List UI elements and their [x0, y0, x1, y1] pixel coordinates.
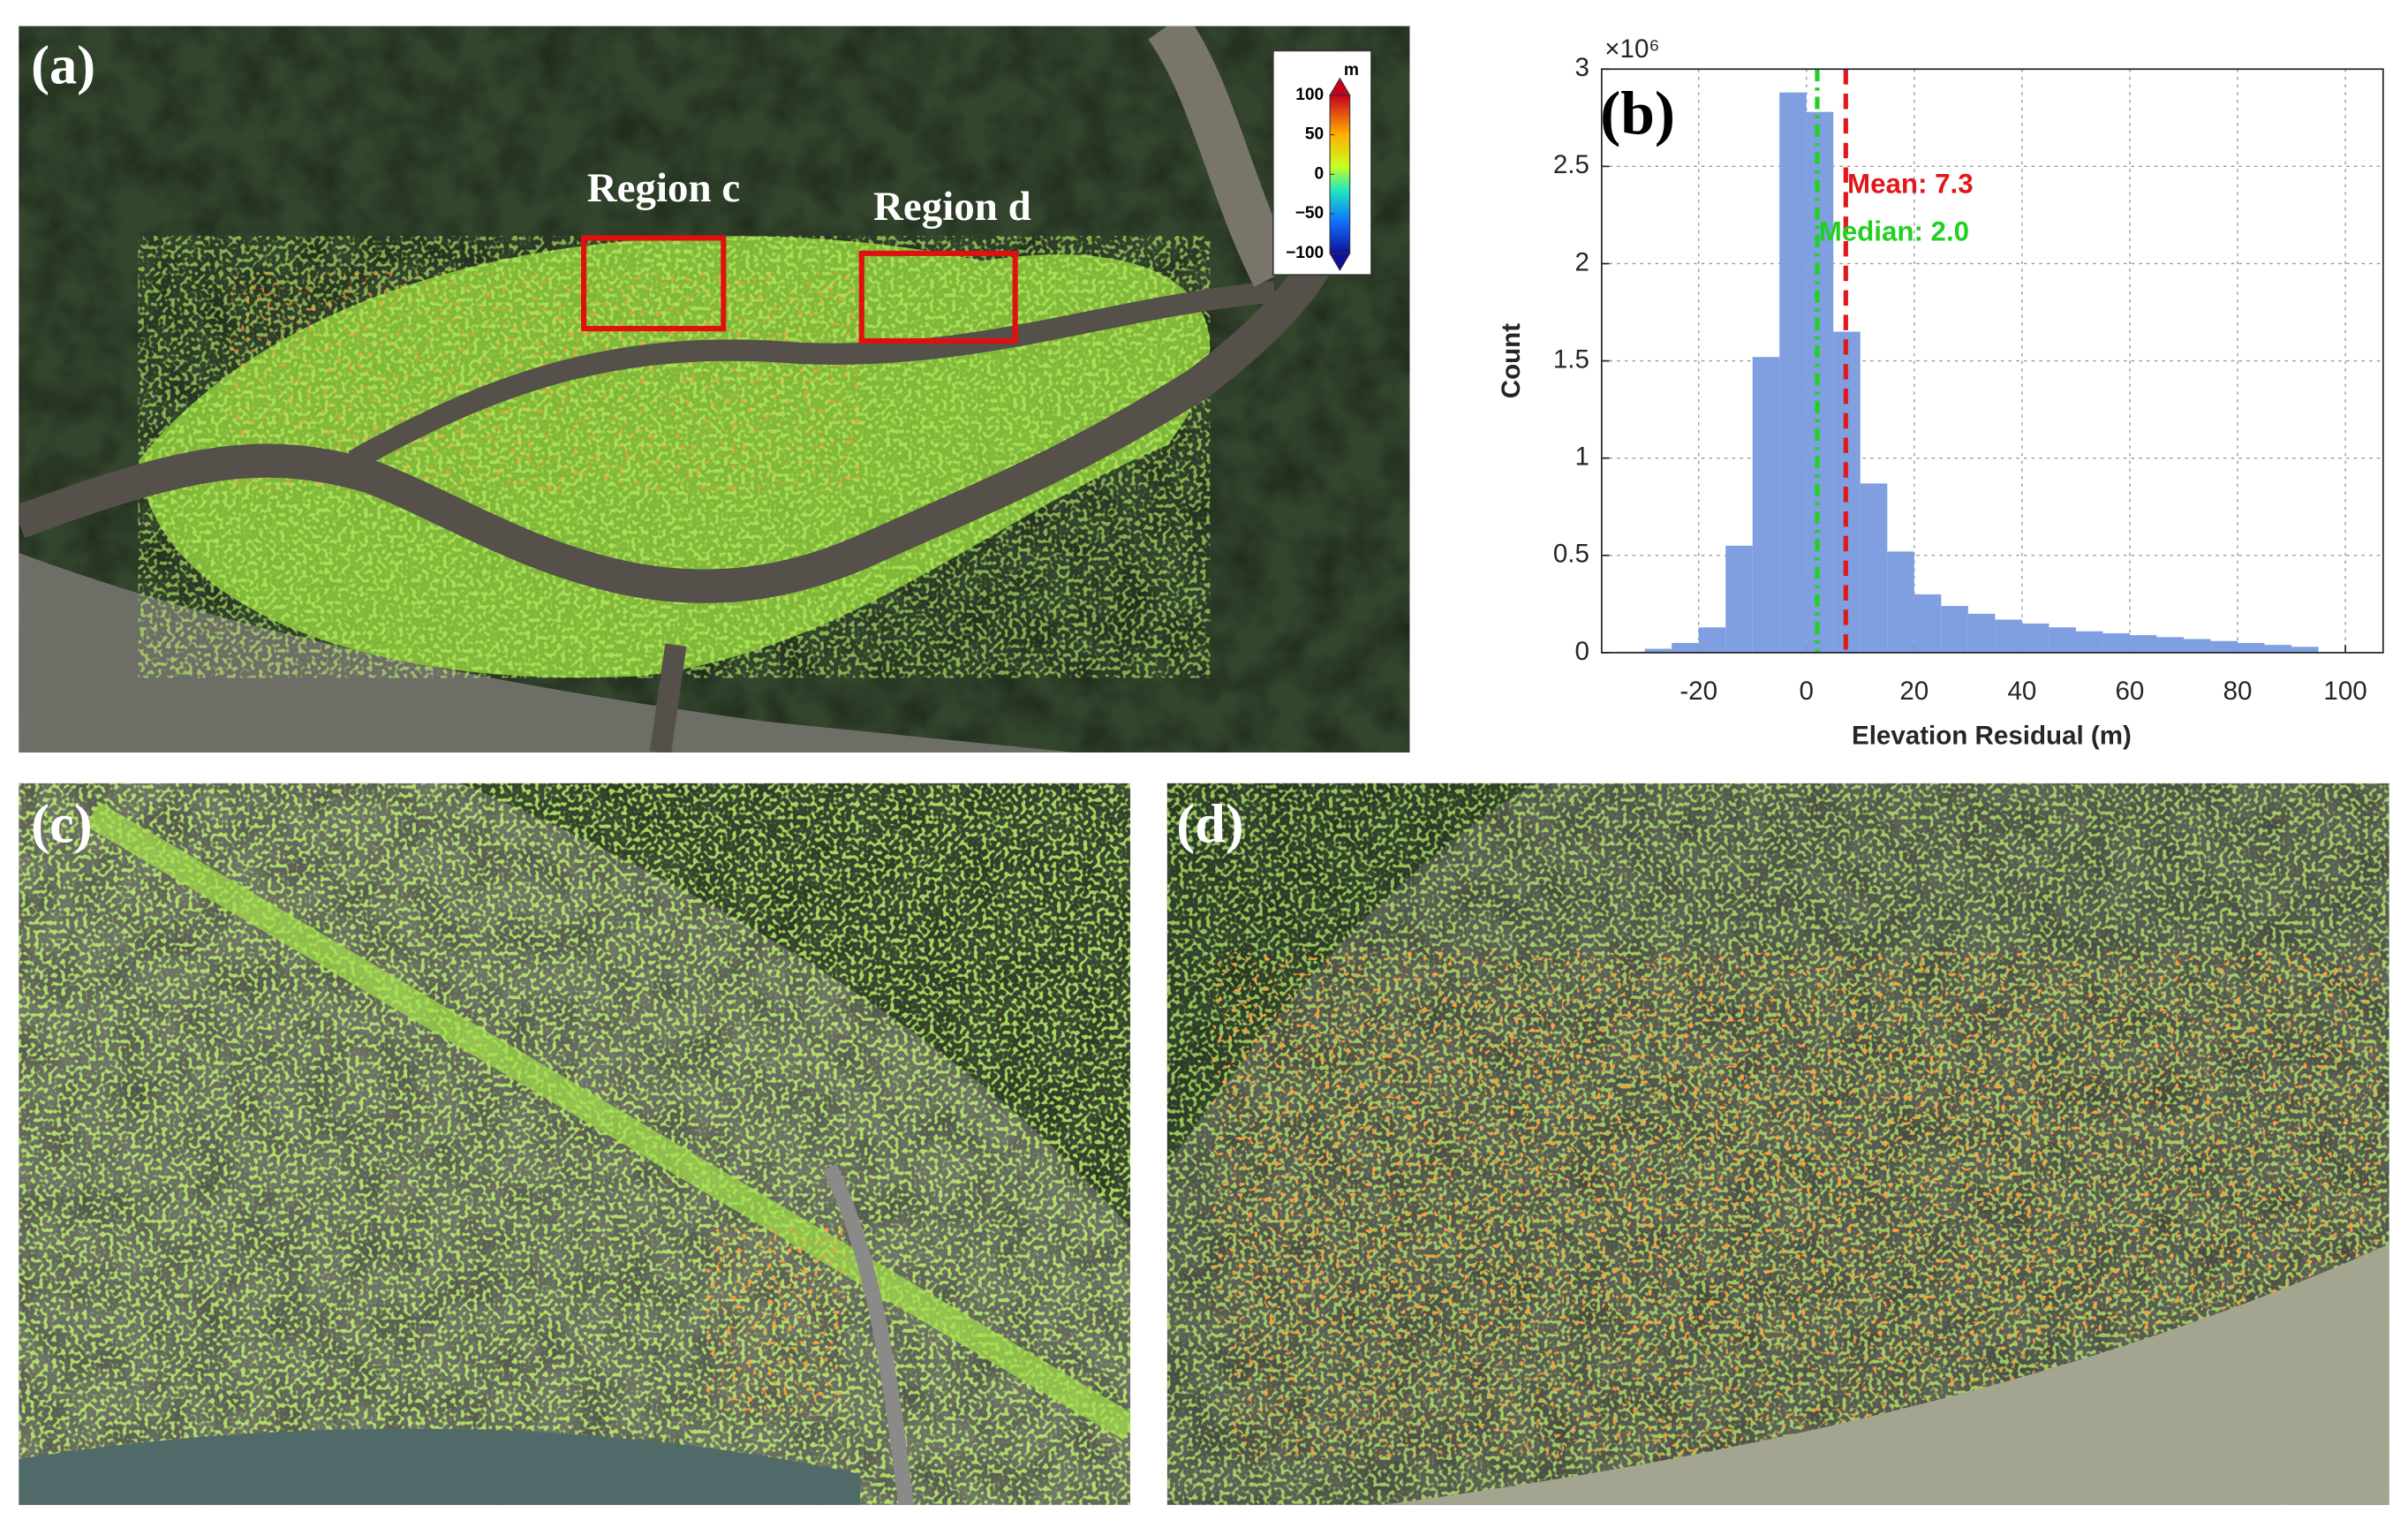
- y-tick-label: 0: [1574, 637, 1589, 666]
- photo-c: [19, 783, 1131, 1505]
- y-tick-label: 3: [1574, 53, 1589, 82]
- bar: [1644, 648, 1672, 653]
- y-tick-label: 1.5: [1553, 344, 1589, 374]
- bar: [1779, 92, 1807, 653]
- colorbar-unit: m: [1344, 61, 1359, 79]
- y-tick-label: 2.5: [1553, 150, 1589, 179]
- y-tick-label: 0.5: [1553, 540, 1589, 569]
- bar: [1967, 613, 1996, 653]
- bar: [1725, 545, 1753, 653]
- region-label: Region d: [873, 184, 1031, 230]
- region-box: [581, 235, 727, 332]
- bar: [1995, 619, 2022, 653]
- colorbar-tick-label: −100: [1286, 244, 1324, 262]
- bar: [1752, 357, 1780, 653]
- colorbar-tick-label: 100: [1295, 86, 1324, 104]
- x-tick-label: 100: [2323, 677, 2366, 706]
- bar: [2210, 640, 2238, 653]
- bar: [1887, 551, 1914, 653]
- bar: [2075, 631, 2103, 653]
- panel-label: (c): [31, 792, 92, 854]
- panel-label: (a): [31, 34, 95, 95]
- y-axis-label: Count: [1497, 323, 1526, 398]
- photo-d: [1166, 783, 2389, 1505]
- x-tick-label: 20: [1899, 677, 1929, 706]
- bar: [2264, 645, 2292, 653]
- colorbar: [1329, 77, 1351, 272]
- y-exponent: ×10⁶: [1604, 34, 1659, 64]
- bar: [1672, 642, 1699, 653]
- reference-label: Median: 2.0: [1819, 216, 1969, 247]
- region-box: [858, 250, 1018, 344]
- reference-label: Mean: 7.3: [1847, 169, 1974, 200]
- region-label: Region c: [587, 165, 740, 211]
- bar: [2156, 637, 2184, 653]
- bar: [1914, 594, 1942, 653]
- bar: [2102, 632, 2130, 653]
- bar: [1941, 606, 1968, 653]
- x-tick-label: 80: [2223, 677, 2253, 706]
- bar: [1860, 483, 1888, 653]
- bar: [2238, 642, 2265, 653]
- histogram: [1601, 68, 2383, 654]
- x-axis-label: Elevation Residual (m): [1852, 721, 2132, 750]
- y-tick-label: 2: [1574, 247, 1589, 276]
- axes-box: [1600, 68, 2384, 654]
- panel-label: (b): [1600, 80, 1675, 148]
- bar: [2183, 639, 2211, 653]
- x-tick-label: -20: [1680, 677, 1717, 706]
- bar: [2021, 623, 2049, 653]
- map-image: [19, 26, 1410, 753]
- colorbar-box: [1272, 49, 1372, 276]
- colorbar-tick-label: 50: [1305, 125, 1324, 144]
- bar: [1698, 627, 1726, 653]
- bar: [1806, 111, 1834, 653]
- x-tick-label: 0: [1800, 677, 1814, 706]
- panel-label: (d): [1176, 792, 1243, 854]
- colorbar-tick-label: −50: [1295, 204, 1324, 223]
- colorbar-tick-label: 0: [1314, 164, 1324, 183]
- y-tick-label: 1: [1574, 443, 1589, 472]
- bar: [2291, 647, 2319, 653]
- x-tick-label: 40: [2007, 677, 2036, 706]
- x-tick-label: 60: [2116, 677, 2145, 706]
- bar: [2049, 627, 2076, 653]
- bar: [2129, 635, 2157, 653]
